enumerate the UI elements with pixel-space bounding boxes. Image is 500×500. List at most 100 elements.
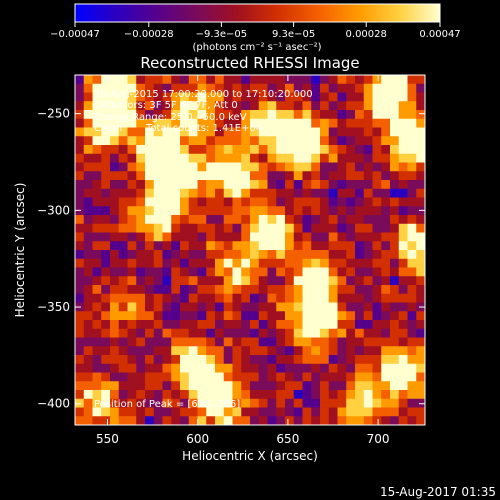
heatmap-cell [101,92,111,102]
heatmap-cell [346,75,356,85]
heatmap-cell [320,241,330,251]
heatmap-cell [162,250,172,260]
heatmap-cell [258,136,268,146]
heatmap-cell [267,381,277,391]
heatmap-cell [136,92,146,102]
heatmap-cell [267,188,277,198]
heatmap-cell [232,416,242,425]
heatmap-cell [250,118,260,128]
heatmap-cell [293,223,303,233]
heatmap-cell [381,416,391,425]
heatmap-cell [127,276,137,286]
heatmap-cell [232,302,242,312]
heatmap-cell [407,276,417,286]
heatmap-cell [223,258,233,268]
heatmap-cell [346,363,356,373]
heatmap-cell [83,398,93,408]
heatmap-cell [398,223,408,233]
heatmap-cell [407,197,417,207]
heatmap-cell [92,197,102,207]
heatmap-cell [267,398,277,408]
heatmap-cell [110,416,120,425]
heatmap-cell [232,320,242,330]
heatmap-cell [162,276,172,286]
heatmap-cell [92,407,102,417]
heatmap-cell [355,162,365,172]
heatmap-cell [180,320,190,330]
heatmap-cell [162,398,172,408]
heatmap-cell [75,390,85,400]
heatmap-cell [416,320,425,330]
heatmap-cell [311,355,321,365]
heatmap-cell [398,153,408,163]
heatmap-cell [267,75,277,85]
heatmap-cell [75,118,85,128]
heatmap-cell [407,180,417,190]
heatmap-cell [171,328,181,338]
heatmap-cell [311,127,321,137]
heatmap-cell [206,241,216,251]
heatmap-cell [232,118,242,128]
heatmap-cell [127,197,137,207]
heatmap-cell [171,162,181,172]
heatmap-cell [363,110,373,120]
heatmap-cell [390,398,400,408]
heatmap-cell [206,110,216,120]
heatmap-cell [267,232,277,242]
heatmap-cell [258,372,268,382]
heatmap-cell [250,241,260,251]
heatmap-cell [372,293,382,303]
heatmap-cell [346,293,356,303]
heatmap-cell [127,381,137,391]
heatmap-cell [337,188,347,198]
heatmap-cell [188,346,198,356]
heatmap-cell [250,197,260,207]
heatmap-cell [398,311,408,321]
heatmap-cell [215,110,225,120]
heatmap-cell [153,398,163,408]
heatmap-cell [101,372,111,382]
heatmap-cell [276,75,286,85]
heatmap-cell [153,293,163,303]
heatmap-cell [241,153,251,163]
heatmap-cell [293,355,303,365]
heatmap-cell [206,267,216,277]
heatmap-cell [153,153,163,163]
heatmap-cell [328,188,338,198]
heatmap-cell [416,363,425,373]
heatmap-cell [136,171,146,181]
heatmap-cell [92,285,102,295]
heatmap-cell [153,346,163,356]
heatmap-cell [92,390,102,400]
heatmap-cell [83,223,93,233]
heatmap-cell [110,232,120,242]
heatmap-cell [285,206,295,216]
heatmap-cell [267,355,277,365]
heatmap-cell [390,215,400,225]
heatmap-cell [407,145,417,155]
heatmap-cell [197,337,207,347]
heatmap-cell [215,241,225,251]
heatmap-cell [110,127,120,137]
heatmap-cell [136,293,146,303]
heatmap-cell [145,328,155,338]
heatmap-cell [381,355,391,365]
heatmap-cell [118,258,128,268]
heatmap-cell [110,346,120,356]
heatmap-cell [83,390,93,400]
heatmap-cell [127,293,137,303]
heatmap-cell [311,372,321,382]
heatmap-cell [215,328,225,338]
heatmap-cell [250,127,260,137]
heatmap-cell [241,197,251,207]
heatmap-cell [162,171,172,181]
heatmap-cell [328,293,338,303]
heatmap-cell [267,311,277,321]
heatmap-cell [363,337,373,347]
heatmap-cell [355,293,365,303]
heatmap-cell [118,127,128,137]
heatmap-cell [320,232,330,242]
heatmap-cell [92,416,102,425]
heatmap-cell [285,136,295,146]
heatmap-cell [390,320,400,330]
